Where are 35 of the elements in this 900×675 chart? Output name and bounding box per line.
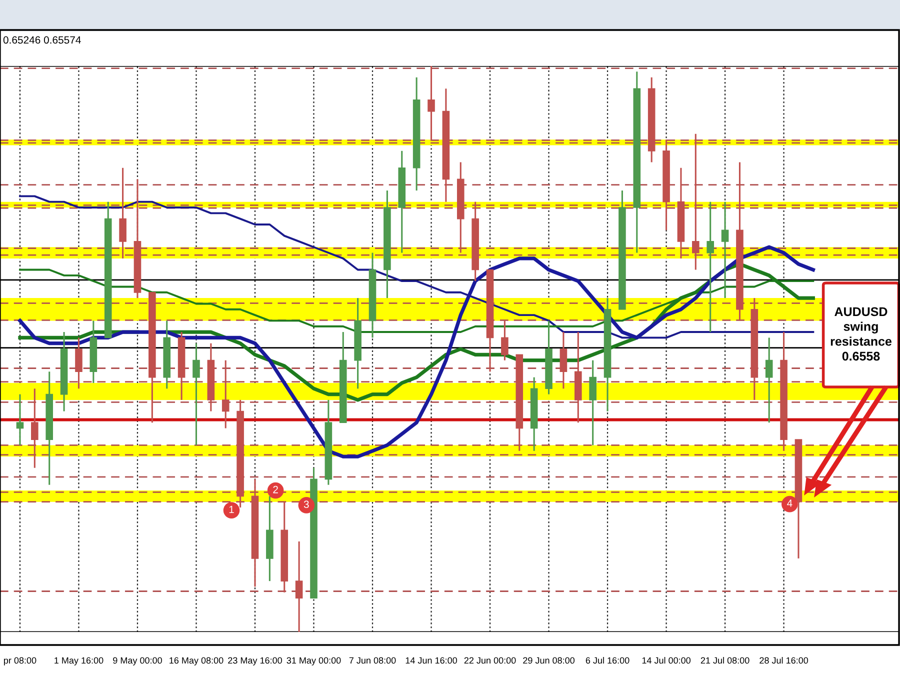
candlestick [75,336,82,390]
x-tick-label: 22 Jun 00:00 [464,657,516,664]
candlestick [295,540,303,632]
candlestick [16,394,24,446]
x-tick-label: 6 Jul 16:00 [586,657,630,664]
candlestick [560,331,568,390]
x-tick-label: 1 May 16:00 [54,657,104,666]
x-tick-label: 14 Jun 16:00 [406,657,458,664]
x-tick-label: 29 Jun 08:00 [523,657,575,664]
candlestick [706,201,714,333]
x-tick-label: 31 May 00:00 [286,657,341,666]
candlestick [721,201,729,299]
candlestick [222,360,230,430]
annotation: AUDUSD swing resistance 0.6558 [830,307,892,361]
candlestick [119,167,126,260]
x-tick-label: 28 Jul 16:00 [760,657,808,664]
annotation: 4 [787,500,792,507]
candlestick [692,133,700,271]
candlestick [192,342,200,446]
annotation: 2 [273,486,278,494]
candlestick [501,320,508,362]
annotation: 1 [229,506,234,514]
x-tick-label: 9 May 00:00 [113,657,162,666]
candlestick [589,360,596,446]
candlestick [765,336,773,424]
annotation: 3 [304,500,309,508]
x-tick-label: pr 08:00 [4,657,36,666]
text: 0.65246 0.65574 [3,36,81,44]
x-tick-label: 16 May 08:00 [170,657,224,666]
x-tick-label: 7 Jun 08:00 [349,657,396,664]
x-tick-label: 14 Jul 00:00 [642,657,691,664]
candlestick [31,388,38,469]
x-tick-label: 23 May 16:00 [228,657,282,666]
candlestick [428,66,435,140]
x-tick-label: 21 Jul 08:00 [700,657,750,664]
